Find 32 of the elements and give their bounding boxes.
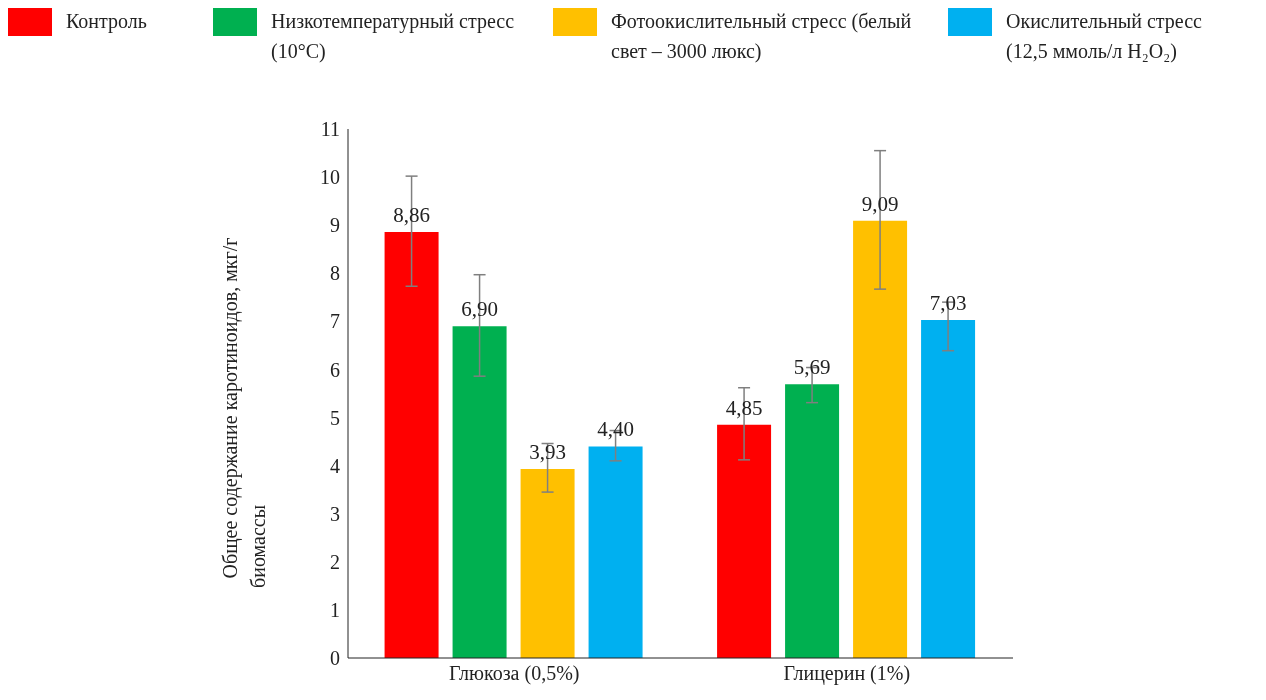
bar: [785, 384, 840, 658]
data-label: 4,85: [725, 395, 763, 420]
y-tick-label: 2: [330, 550, 340, 573]
data-label: 9,09: [861, 191, 899, 216]
y-tick-label: 5: [330, 406, 340, 429]
y-tick-label: 3: [330, 502, 340, 525]
x-tick-label: Глюкоза (0,5%): [449, 662, 580, 686]
data-label: 4,40: [597, 417, 634, 442]
y-tick-label: 0: [330, 647, 340, 670]
y-tick-label: 4: [330, 454, 340, 477]
data-label: 5,69: [793, 355, 831, 380]
y-tick-label: 1: [330, 599, 340, 622]
data-label: 7,03: [929, 290, 967, 315]
legend-label: Окислительный стресс (12,5 ммоль/л H₂O₂): [1006, 9, 1203, 65]
y-tick-label: 8: [330, 262, 340, 285]
bar: [853, 220, 908, 658]
bar: [717, 424, 772, 658]
bar: [384, 231, 439, 658]
y-axis-title: Общее содержание каротиноидов, мкг/г биомассы: [219, 237, 269, 588]
legend-label: Контроль: [66, 9, 148, 35]
x-tick-label: Глицерин (1%): [783, 662, 911, 686]
bar: [520, 469, 575, 658]
legend-label: Низкотемпературный стресс (10°C): [271, 9, 515, 65]
y-tick-label: 6: [330, 358, 340, 381]
y-tick-label: 7: [330, 310, 340, 333]
y-tick-label: 9: [330, 214, 340, 237]
bar: [921, 319, 976, 658]
legend-label: Фотоокислительный стресс (белый свет – 3000 люкс): [611, 9, 913, 65]
bar: [452, 326, 507, 658]
y-tick-label: 10: [320, 166, 340, 189]
y-tick-label: 11: [320, 118, 340, 141]
bar: [588, 446, 643, 658]
